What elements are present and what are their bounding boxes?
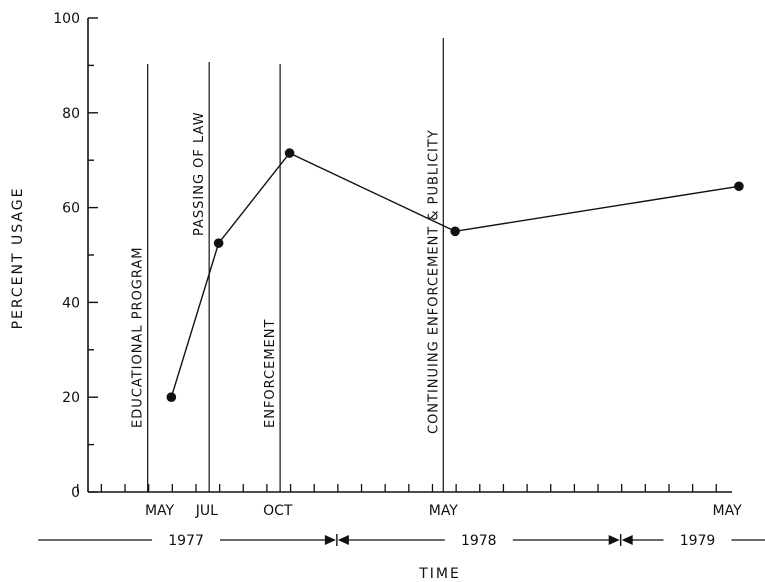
x-month-label: MAY bbox=[145, 503, 175, 519]
year-label: 1977 bbox=[168, 533, 204, 549]
arrow-right bbox=[324, 535, 336, 545]
y-tick-label: 100 bbox=[53, 11, 80, 27]
phase-label: EDUCATIONAL PROGRAM bbox=[131, 247, 146, 429]
data-point bbox=[734, 181, 744, 192]
data-point bbox=[166, 392, 177, 403]
data-point bbox=[213, 238, 224, 248]
x-month-label: MAY bbox=[713, 503, 743, 519]
axes: 0 20 40 60 80 100 MAY JUL OCT MAY MAY bbox=[53, 11, 742, 519]
data-point bbox=[450, 226, 460, 237]
y-tick-label: 40 bbox=[62, 295, 80, 311]
arrow-right bbox=[608, 535, 620, 545]
year-label: 1978 bbox=[461, 533, 497, 549]
phase-label: CONTINUING ENFORCEMENT & PUBLICITY bbox=[426, 129, 441, 434]
x-month-label: JUL bbox=[195, 503, 218, 519]
y-tick-label: 0 bbox=[71, 485, 80, 501]
year-timeline: 1977 1978 1979 bbox=[38, 533, 765, 549]
y-tick-label: 80 bbox=[62, 106, 80, 122]
series-line bbox=[170, 152, 740, 398]
y-tick-label: 60 bbox=[62, 201, 80, 217]
y-axis-title: PERCENT USAGE bbox=[10, 187, 26, 330]
year-label: 1979 bbox=[680, 533, 716, 549]
x-axis-title: TIME bbox=[418, 566, 461, 582]
data-series bbox=[166, 148, 744, 403]
x-month-label: OCT bbox=[263, 503, 293, 519]
phase-lines: EDUCATIONAL PROGRAM PASSING OF LAW ENFORCE… bbox=[131, 38, 444, 492]
y-tick-label: 20 bbox=[62, 390, 80, 406]
data-point bbox=[284, 148, 295, 158]
x-month-label: MAY bbox=[429, 503, 459, 519]
phase-label: ENFORCEMENT bbox=[263, 319, 278, 428]
phase-label: PASSING OF LAW bbox=[192, 111, 207, 236]
